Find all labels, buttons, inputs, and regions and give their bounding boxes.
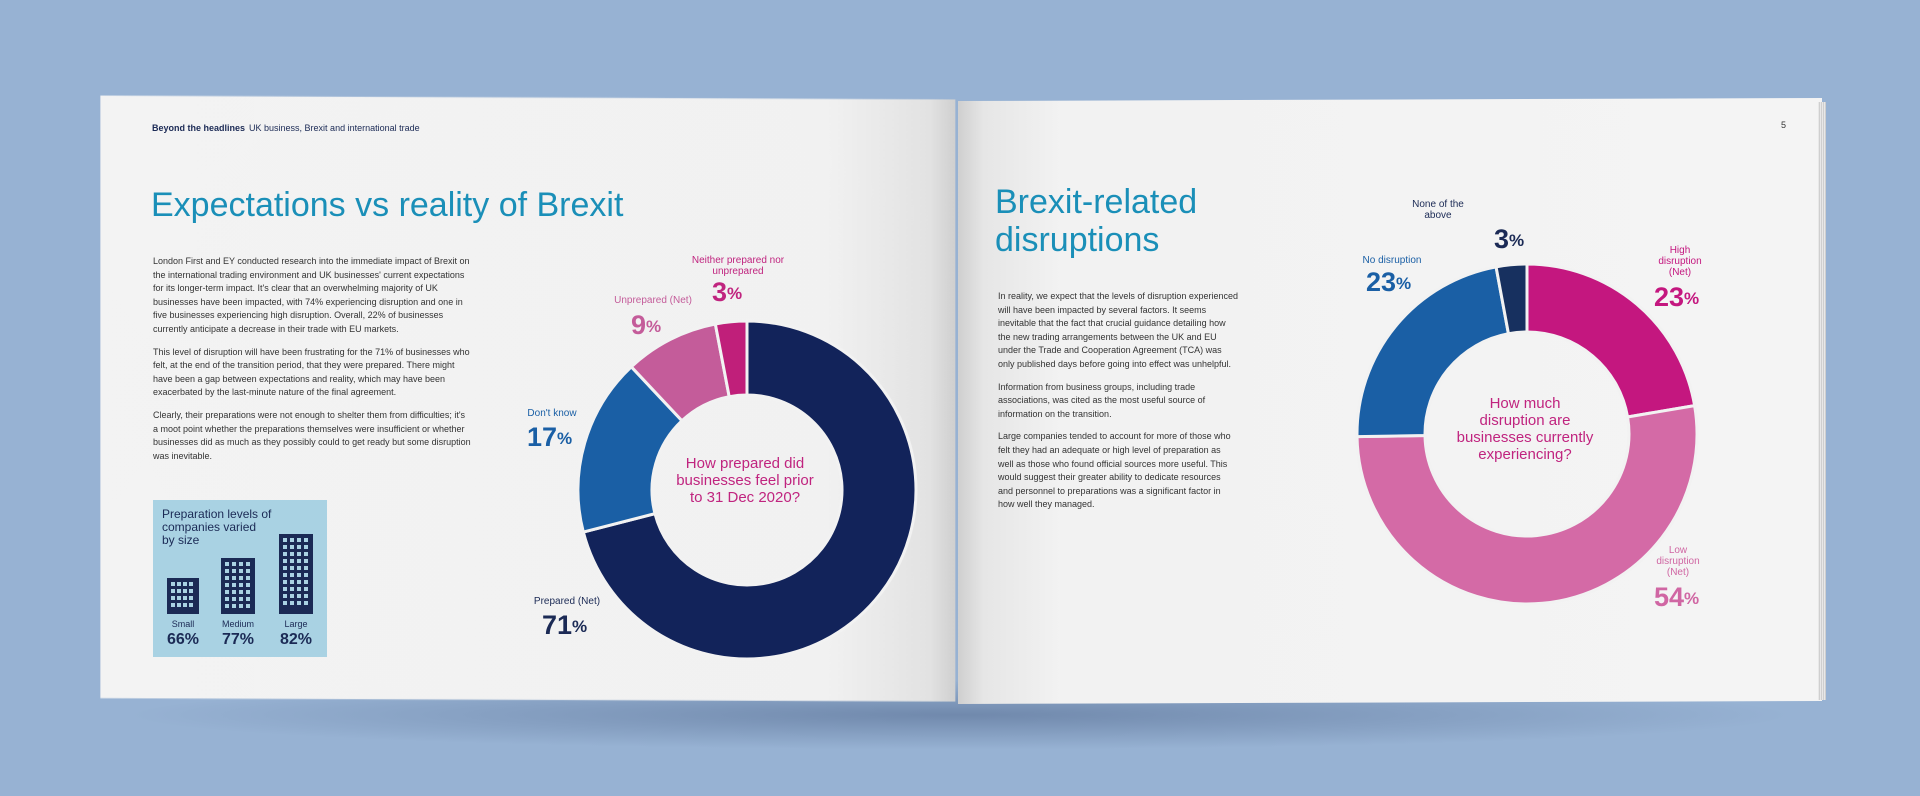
running-header: Beyond the headlines UK business, Brexit …: [152, 123, 420, 133]
running-title-bold: Beyond the headlines: [152, 123, 245, 133]
label-low-disruption: Low disruption (Net): [1653, 545, 1703, 578]
label-none-of-above: None of the above: [1408, 199, 1468, 221]
size-label-large: Large: [271, 619, 321, 629]
medium-building-icon: [221, 558, 255, 614]
preparation-size-box: Preparation levels of companies varied b…: [153, 500, 327, 657]
right-heading-line-1: Brexit-related: [995, 183, 1197, 221]
size-label-medium: Medium: [213, 619, 263, 629]
value-no-disruption-number: 23: [1366, 267, 1396, 297]
value-unprepared-number: 9: [631, 310, 646, 340]
value-high-disruption: 23%: [1654, 283, 1699, 311]
size-value-large: 82%: [266, 631, 326, 649]
right-paragraph-3: Large companies tended to account for mo…: [998, 430, 1238, 512]
value-no-disruption: 23%: [1366, 268, 1411, 296]
value-low-disruption-number: 54: [1654, 582, 1684, 612]
right-body-text: In reality, we expect that the levels of…: [998, 290, 1238, 521]
small-building-icon: [167, 578, 199, 614]
page-edge-stack: [1818, 102, 1826, 700]
right-paragraph-1: In reality, we expect that the levels of…: [998, 290, 1238, 372]
label-unprepared: Unprepared (Net): [608, 295, 698, 306]
size-label-small: Small: [158, 619, 208, 629]
label-dont-know: Don't know: [520, 408, 584, 419]
value-prepared: 71%: [542, 611, 587, 639]
label-neither-prepared: Neither prepared nor unprepared: [683, 255, 793, 277]
value-high-disruption-number: 23: [1654, 282, 1684, 312]
preparedness-chart-question: How prepared did businesses feel prior t…: [675, 455, 815, 506]
left-body-text: London First and EY conducted research i…: [153, 255, 471, 472]
left-paragraph-3: Clearly, their preparations were not eno…: [153, 409, 471, 463]
value-prepared-number: 71: [542, 610, 572, 640]
value-dont-know-number: 17: [527, 422, 557, 452]
size-value-small: 66%: [153, 631, 213, 649]
value-none-of-above-number: 3: [1494, 224, 1509, 254]
left-paragraph-2: This level of disruption will have been …: [153, 346, 471, 400]
right-paragraph-2: Information from business groups, includ…: [998, 381, 1238, 422]
value-unprepared: 9%: [631, 311, 661, 339]
running-title: UK business, Brexit and international tr…: [249, 123, 420, 133]
size-value-medium: 77%: [208, 631, 268, 649]
value-low-disruption: 54%: [1654, 583, 1699, 611]
left-page-heading: Expectations vs reality of Brexit: [151, 186, 623, 224]
right-heading-line-2: disruptions: [995, 221, 1159, 259]
right-page-heading: Brexit-related disruptions: [995, 183, 1197, 259]
size-box-title: Preparation levels of companies varied b…: [162, 508, 272, 547]
left-paragraph-1: London First and EY conducted research i…: [153, 255, 471, 337]
label-prepared: Prepared (Net): [530, 596, 604, 607]
disruption-chart-question: How much disruption are businesses curre…: [1455, 395, 1595, 463]
large-building-icon: [279, 534, 313, 614]
label-high-disruption: High disruption (Net): [1650, 245, 1710, 278]
value-neither-prepared-number: 3: [712, 277, 727, 307]
value-dont-know: 17%: [527, 423, 572, 451]
page-number: 5: [1781, 120, 1786, 130]
label-no-disruption: No disruption: [1352, 255, 1432, 266]
value-none-of-above: 3%: [1494, 225, 1524, 253]
value-neither-prepared: 3%: [712, 278, 742, 306]
